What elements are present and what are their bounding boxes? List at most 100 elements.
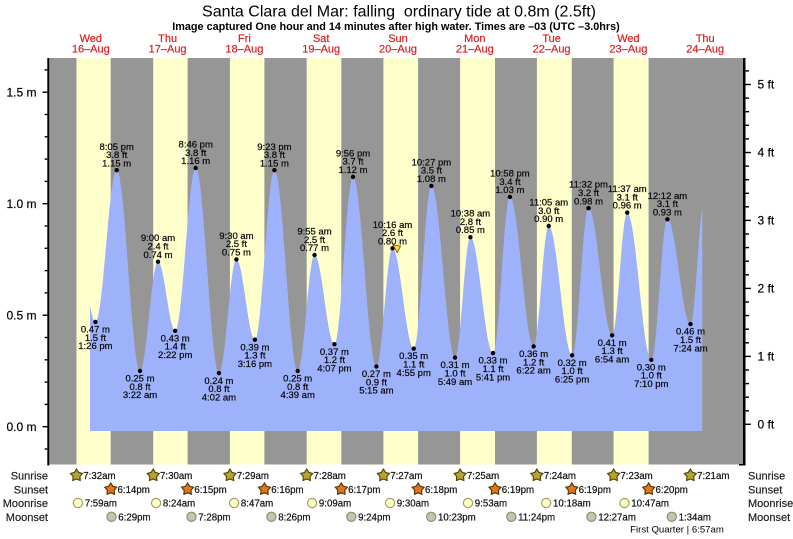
- svg-text:0.25 m: 0.25 m: [283, 374, 312, 385]
- svg-text:12:27am: 12:27am: [598, 513, 636, 524]
- svg-text:9:23 pm: 9:23 pm: [257, 142, 291, 153]
- svg-text:5:41 pm: 5:41 pm: [476, 372, 510, 383]
- svg-text:2:22 pm: 2:22 pm: [158, 350, 192, 361]
- svg-text:2.4 ft: 2.4 ft: [147, 242, 168, 253]
- svg-text:11:37 am: 11:37 am: [608, 184, 647, 195]
- svg-text:0.43 m: 0.43 m: [161, 333, 190, 344]
- svg-text:10:23pm: 10:23pm: [438, 513, 476, 524]
- svg-text:5 ft: 5 ft: [758, 78, 775, 92]
- svg-text:Fri: Fri: [238, 33, 251, 45]
- svg-text:9:55 am: 9:55 am: [297, 227, 331, 238]
- svg-text:1.5 ft: 1.5 ft: [680, 335, 701, 346]
- svg-text:7:24am: 7:24am: [544, 471, 576, 482]
- svg-text:6:29pm: 6:29pm: [118, 513, 150, 524]
- svg-text:1:26 pm: 1:26 pm: [78, 341, 112, 352]
- svg-text:0.32 m: 0.32 m: [558, 358, 587, 369]
- svg-text:6:16pm: 6:16pm: [271, 485, 303, 496]
- svg-text:10:16 am: 10:16 am: [373, 220, 413, 231]
- svg-text:8:24am: 8:24am: [163, 499, 195, 510]
- svg-text:3.8 ft: 3.8 ft: [106, 150, 127, 161]
- svg-text:12:12 am: 12:12 am: [648, 191, 688, 202]
- svg-text:7:28pm: 7:28pm: [198, 513, 230, 524]
- svg-text:Moonrise: Moonrise: [3, 498, 48, 510]
- svg-text:1.16 m: 1.16 m: [181, 156, 210, 167]
- svg-text:2 ft: 2 ft: [758, 282, 775, 296]
- svg-text:0.36 m: 0.36 m: [519, 349, 548, 360]
- svg-text:11:05 am: 11:05 am: [529, 198, 568, 209]
- svg-text:0.75 m: 0.75 m: [222, 248, 251, 259]
- svg-text:7:24 am: 7:24 am: [673, 343, 707, 354]
- svg-text:0.25 m: 0.25 m: [125, 374, 154, 385]
- svg-text:0.46 m: 0.46 m: [676, 327, 705, 338]
- svg-text:Wed: Wed: [80, 33, 102, 45]
- svg-text:1.0 m: 1.0 m: [6, 197, 36, 211]
- svg-text:17–Aug: 17–Aug: [149, 44, 187, 56]
- svg-text:0.8 ft: 0.8 ft: [287, 382, 308, 393]
- svg-text:0.30 m: 0.30 m: [637, 362, 666, 373]
- svg-text:10:38 am: 10:38 am: [451, 209, 491, 220]
- svg-text:Moonrise: Moonrise: [748, 498, 793, 510]
- svg-text:3.2 ft: 3.2 ft: [578, 188, 599, 199]
- svg-text:6:19pm: 6:19pm: [502, 485, 534, 496]
- svg-text:7:21am: 7:21am: [697, 471, 729, 482]
- svg-text:1 ft: 1 ft: [758, 350, 775, 364]
- svg-text:20–Aug: 20–Aug: [379, 44, 417, 56]
- svg-text:6:25 pm: 6:25 pm: [555, 375, 589, 386]
- svg-text:7:27am: 7:27am: [390, 471, 422, 482]
- svg-text:1.1 ft: 1.1 ft: [403, 360, 424, 371]
- svg-text:2.8 ft: 2.8 ft: [460, 217, 481, 228]
- svg-text:10:18am: 10:18am: [553, 499, 591, 510]
- svg-text:1.3 ft: 1.3 ft: [602, 346, 623, 357]
- svg-text:8:47am: 8:47am: [241, 499, 273, 510]
- svg-text:Wed: Wed: [617, 33, 639, 45]
- svg-text:3 ft: 3 ft: [758, 214, 775, 228]
- svg-text:22–Aug: 22–Aug: [533, 44, 571, 56]
- svg-text:6:22 am: 6:22 am: [516, 366, 550, 377]
- svg-text:0 ft: 0 ft: [758, 418, 775, 432]
- svg-text:0.98 m: 0.98 m: [574, 196, 603, 207]
- svg-text:Image captured One hour and 14: Image captured One hour and 14 minutes a…: [172, 21, 620, 33]
- svg-text:0.80 m: 0.80 m: [378, 236, 407, 247]
- svg-text:0.35 m: 0.35 m: [399, 351, 428, 362]
- svg-text:10:47am: 10:47am: [631, 499, 669, 510]
- svg-text:1.15 m: 1.15 m: [102, 158, 131, 169]
- svg-text:0.74 m: 0.74 m: [143, 250, 172, 261]
- svg-text:1.5 ft: 1.5 ft: [85, 333, 106, 344]
- svg-text:0.90 m: 0.90 m: [534, 214, 563, 225]
- svg-text:3.1 ft: 3.1 ft: [617, 192, 638, 203]
- svg-text:7:28am: 7:28am: [314, 471, 346, 482]
- svg-text:2.5 ft: 2.5 ft: [304, 235, 325, 246]
- svg-text:Tue: Tue: [542, 33, 561, 45]
- svg-text:1.4 ft: 1.4 ft: [165, 342, 186, 353]
- svg-text:24–Aug: 24–Aug: [686, 44, 724, 56]
- svg-text:1.15 m: 1.15 m: [260, 158, 289, 169]
- svg-text:0.0 m: 0.0 m: [6, 420, 36, 434]
- svg-text:1.03 m: 1.03 m: [495, 185, 524, 196]
- svg-text:11:24pm: 11:24pm: [518, 513, 555, 524]
- svg-text:6:15pm: 6:15pm: [194, 485, 226, 496]
- svg-text:1:34am: 1:34am: [679, 513, 711, 524]
- svg-text:7:23am: 7:23am: [620, 471, 652, 482]
- svg-text:7:29am: 7:29am: [237, 471, 269, 482]
- svg-text:18–Aug: 18–Aug: [225, 44, 263, 56]
- svg-text:Sunrise: Sunrise: [748, 471, 785, 483]
- svg-text:11:32 pm: 11:32 pm: [569, 180, 608, 191]
- svg-text:2.5 ft: 2.5 ft: [226, 239, 247, 250]
- svg-text:1.12 m: 1.12 m: [338, 165, 367, 176]
- svg-text:Sun: Sun: [388, 33, 408, 45]
- svg-text:6:18pm: 6:18pm: [425, 485, 457, 496]
- svg-text:4:07 pm: 4:07 pm: [317, 363, 351, 374]
- svg-text:19–Aug: 19–Aug: [302, 44, 340, 56]
- svg-text:6:54 am: 6:54 am: [595, 355, 629, 366]
- svg-text:0.41 m: 0.41 m: [598, 338, 627, 349]
- svg-text:9:30 am: 9:30 am: [219, 231, 253, 242]
- svg-text:9:24pm: 9:24pm: [358, 513, 390, 524]
- svg-text:1.0 ft: 1.0 ft: [444, 369, 465, 380]
- svg-text:0.5 m: 0.5 m: [6, 308, 36, 322]
- svg-text:Sunrise: Sunrise: [11, 471, 48, 483]
- svg-text:23–Aug: 23–Aug: [609, 44, 647, 56]
- svg-text:1.3 ft: 1.3 ft: [244, 351, 265, 362]
- svg-text:Thu: Thu: [158, 33, 177, 45]
- svg-text:9:53am: 9:53am: [475, 499, 507, 510]
- svg-text:7:10 pm: 7:10 pm: [634, 379, 668, 390]
